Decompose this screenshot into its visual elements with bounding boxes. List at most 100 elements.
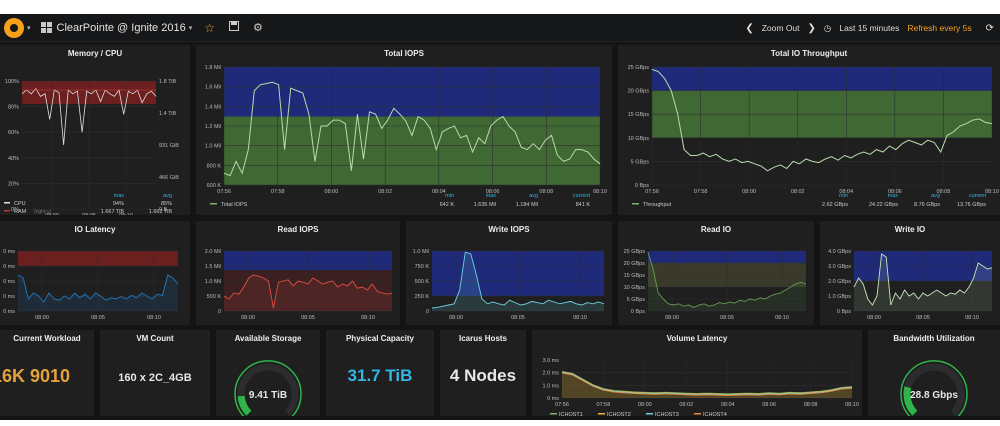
- legend-series-name: ICHOST1: [559, 412, 583, 416]
- legend-series-name: CPU: [14, 201, 26, 207]
- y-tick-label: 0 Bps: [837, 309, 851, 315]
- stat-value: 4 Nodes: [449, 366, 517, 385]
- io-latency-graph: 0 ms 0 ms 0 ms 0 ms 0 ms 08:00 08:05 08:10: [3, 249, 179, 321]
- legend-header: min: [445, 193, 454, 199]
- x-tick-label: 08:04: [839, 189, 853, 195]
- y-tick-label: 100%: [5, 79, 19, 85]
- panel-memory-cpu[interactable]: Memory / CPU 100% 80% 60% 40% 20% 0% 08:00 08:0…: [0, 45, 190, 215]
- series-line: [647, 252, 807, 308]
- y-tick-label: 0: [218, 309, 221, 315]
- clock-icon: ◷: [823, 22, 832, 33]
- panel-available-storage[interactable]: Available Storage 9.41 TiB: [216, 330, 320, 416]
- legend-value: 24.22 GBps: [869, 202, 898, 208]
- x-tick-label: 08:10: [361, 315, 375, 321]
- series-area: [854, 254, 992, 311]
- y-tick-label: 800 K: [207, 163, 222, 169]
- series-area: [562, 372, 852, 398]
- panel-total-iops[interactable]: Total IOPS 1.8 Mil 1.6 Mil 1.4 Mil 1.2 Mil 1…: [196, 45, 612, 215]
- time-back-chevron-icon[interactable]: ❮: [745, 22, 754, 34]
- memory-cpu-graph: 100% 80% 60% 40% 20% 0% 08:00 08:05 08:10 1.8 TiB…: [4, 79, 179, 215]
- x-tick-label: 07:56: [217, 189, 231, 195]
- refresh-icon[interactable]: ⟳: [985, 22, 994, 34]
- y-tick-label: 0 Bps: [635, 183, 649, 189]
- y-tick-label: 500 K: [207, 294, 222, 300]
- refresh-interval[interactable]: Refresh every 5s: [907, 23, 972, 33]
- legend-swatch: [4, 202, 10, 204]
- legend-series-name: Total IOPS: [221, 202, 248, 208]
- x-tick-label: 08:02: [378, 189, 392, 195]
- panel-volume-latency[interactable]: Volume Latency 3.0 ms 2.0 ms 1.0 ms 0 ms 07:…: [532, 330, 862, 416]
- series-line: [651, 68, 993, 172]
- panel-physical-capacity[interactable]: Physical Capacity 31.7 TiB: [326, 330, 434, 416]
- gauge-threshold-arc: [900, 360, 968, 416]
- legend-header: max: [486, 193, 497, 199]
- y-tick-label: 0 ms: [3, 279, 15, 285]
- x-tick-label: 08:00: [665, 315, 679, 321]
- zoom-out-button[interactable]: Zoom Out: [761, 23, 800, 33]
- x-tick-label: 08:04: [432, 189, 446, 195]
- y-tick-label: 1.2 Mil: [205, 124, 221, 130]
- x-tick-label: 08:08: [539, 189, 553, 195]
- panel-title: Write IO: [894, 225, 926, 234]
- panel-icarus-hosts[interactable]: Icarus Hosts 4 Nodes: [440, 330, 526, 416]
- x-tick-label: 08:00: [742, 189, 756, 195]
- dashboards-grid-icon: [40, 22, 52, 33]
- y-tick-label: 0 ms: [3, 294, 15, 300]
- legend-header: max: [888, 193, 899, 199]
- total-iops-graph: 1.8 Mil 1.6 Mil 1.4 Mil 1.2 Mil 1.0 Mil 800 K…: [205, 65, 607, 208]
- legend-series-name: ICHOST4: [703, 412, 727, 416]
- logo-menu-caret-icon[interactable]: ▾: [27, 24, 31, 32]
- write-iops-graph: 1.0 Mil 750 K 500 K 250 K 0 08:00 08:05 08:10: [413, 249, 605, 321]
- panel-total-io-throughput[interactable]: Total IO Throughput 25 GBps 20 GBps 15 GBp…: [618, 45, 1000, 215]
- panel-vm-count[interactable]: VM Count 160 x 2C_4GB: [100, 330, 210, 416]
- series-line: [561, 372, 853, 396]
- panel-io-latency[interactable]: IO Latency 0 ms 0 ms 0 ms 0 ms 0 ms 08:00 08:0…: [0, 221, 190, 325]
- panel-write-iops[interactable]: Write IOPS 1.0 Mil 750 K 500 K 250 K 0 08:00 0…: [406, 221, 612, 325]
- panel-read-io[interactable]: Read IO 25 GBps 20 GBps 15 GBps 10 GBps 5 GB…: [618, 221, 814, 325]
- panel-write-io[interactable]: Write IO 4.0 GBps 3.0 GBps 2.0 GBps 1.0 GBp…: [820, 221, 1000, 325]
- y-tick-label: 20 GBps: [624, 261, 646, 267]
- grafana-logo-icon[interactable]: [4, 17, 24, 38]
- legend-value: 1.635 Mil: [474, 202, 496, 208]
- time-range-picker[interactable]: Last 15 minutes: [839, 23, 900, 33]
- x-tick-label: 08:00: [241, 315, 255, 321]
- panel-title: Read IO: [700, 225, 732, 234]
- legend-series-name: Throughput: [643, 202, 672, 208]
- series-line: [561, 371, 853, 395]
- legend-header: current: [969, 193, 987, 199]
- panel-current-workload[interactable]: Current Workload 16K 9010: [0, 330, 94, 416]
- dashboard-picker[interactable]: ClearPointe @ Ignite 2016 ▾: [40, 22, 192, 34]
- y-tick-label: 750 K: [415, 264, 430, 270]
- legend-value: 841 K: [576, 202, 591, 208]
- y-tick-label: 600 K: [207, 183, 222, 189]
- y-tick-label: 3.0 GBps: [828, 264, 851, 270]
- series-line: [561, 372, 853, 396]
- legend-series-name: ICHOST2: [607, 412, 631, 416]
- series-line: [223, 81, 601, 177]
- y-tick-label: 0: [426, 309, 429, 315]
- x-tick-label: 07:58: [271, 189, 285, 195]
- y2-tick-label: 0 B: [159, 207, 168, 213]
- threshold-band: [224, 116, 600, 185]
- panel-bandwidth-utilization[interactable]: Bandwidth Utilization 28.8 Gbps: [868, 330, 1000, 416]
- threshold-band: [224, 67, 600, 117]
- star-icon[interactable]: ☆: [204, 20, 215, 35]
- y-tick-label: 15 GBps: [624, 273, 646, 279]
- x-tick-label: 08:06: [888, 189, 902, 195]
- legend-value: 2.62 GBps: [822, 202, 848, 208]
- y-tick-label: 4.0 GBps: [828, 249, 851, 255]
- settings-gear-icon[interactable]: ⚙: [253, 22, 263, 34]
- x-tick-label: 08:05: [916, 315, 930, 321]
- x-tick-label: 08:06: [486, 189, 500, 195]
- bandwidth-gauge: [900, 360, 968, 416]
- save-icon[interactable]: [229, 21, 239, 34]
- top-navbar: ▾ ClearPointe @ Ignite 2016 ▾ ☆ ⚙ ❮ Zoom…: [0, 14, 1000, 42]
- y-tick-label: 1.4 Mil: [205, 104, 221, 110]
- legend-swatch: [694, 413, 701, 415]
- series-line: [21, 88, 157, 146]
- series-line: [17, 274, 179, 303]
- time-forward-chevron-icon[interactable]: ❯: [807, 22, 816, 34]
- panel-read-iops[interactable]: Read IOPS 2.0 Mil 1.5 Mil 1.0 Mil 500 K 0 08:…: [196, 221, 400, 325]
